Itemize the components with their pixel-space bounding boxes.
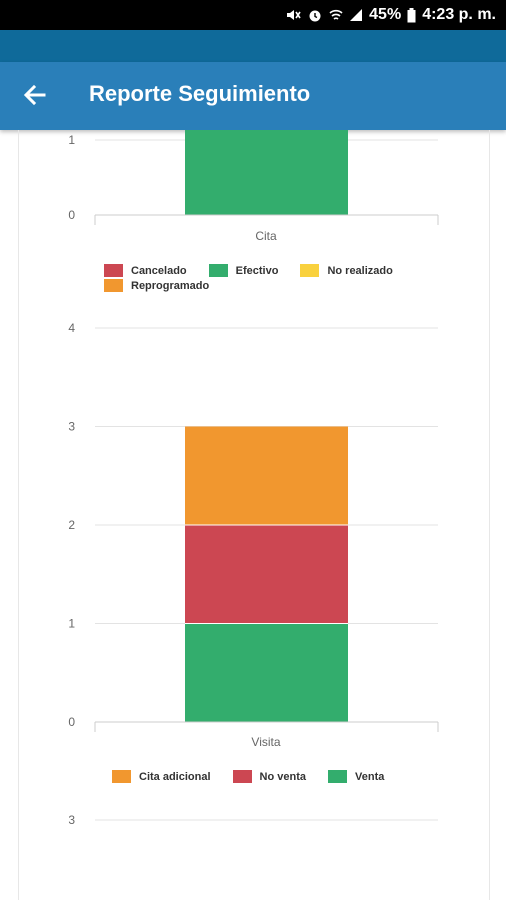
legend-item[interactable]: Efectivo	[208, 264, 279, 277]
y-tick-label: 1	[68, 133, 75, 147]
chart-visita: 0 1 2 3 4 Visita	[0, 320, 506, 750]
legend-item[interactable]: Venta	[328, 770, 384, 783]
signal-icon	[349, 8, 363, 22]
status-bar: 45% 4:23 p. m.	[0, 0, 506, 30]
y-tick-label: 3	[68, 813, 75, 827]
legend-label: No venta	[259, 770, 306, 783]
legend-swatch	[300, 264, 320, 277]
legend-swatch	[232, 770, 252, 783]
legend-label: Reprogramado	[131, 279, 210, 292]
bar-efectivo	[185, 130, 348, 215]
legend-item[interactable]: Cancelado	[104, 264, 187, 277]
x-category-label: Cita	[255, 229, 277, 243]
legend-label: No realizado	[327, 264, 393, 277]
alarm-icon	[307, 7, 323, 23]
report-content[interactable]: 0 1 Cita Cancelado Efectivo No realizado Repr…	[0, 130, 506, 900]
y-tick-label: 3	[68, 420, 75, 434]
bar-no-venta	[185, 525, 348, 624]
chart-cita: 0 1 Cita	[0, 130, 506, 245]
y-tick-label: 0	[68, 208, 75, 222]
bar-venta	[185, 623, 348, 722]
y-tick-label: 0	[68, 715, 75, 729]
status-icons: 45% 4:23 p. m.	[285, 0, 496, 30]
mute-icon	[285, 7, 301, 23]
y-tick-label: 4	[68, 321, 75, 335]
legend-swatch	[104, 279, 123, 292]
y-tick-label: 2	[68, 518, 75, 532]
legend-swatch	[104, 264, 123, 277]
y-tick-label: 1	[68, 617, 75, 631]
app-bar: Reporte Seguimiento	[0, 62, 506, 130]
report-card	[18, 130, 490, 900]
x-category-label: Visita	[251, 735, 280, 749]
legend-item[interactable]: No venta	[232, 770, 306, 783]
legend-label: Efectivo	[235, 264, 279, 277]
legend-label: Venta	[355, 770, 385, 783]
chart-third: 3	[0, 810, 506, 850]
battery-percent: 45%	[369, 6, 402, 23]
bar-cita-adicional	[185, 426, 348, 525]
top-strip	[0, 30, 506, 62]
battery-icon	[407, 7, 416, 23]
wifi-icon	[329, 7, 343, 23]
legend-label: Cancelado	[131, 264, 187, 277]
legend-swatch	[328, 770, 347, 783]
legend-cita: Cancelado Efectivo No realizado Reprogramad…	[104, 264, 444, 292]
clock: 4:23 p. m.	[422, 6, 496, 23]
legend-item[interactable]: No realizado	[300, 264, 393, 277]
legend-label: Cita adicional	[139, 770, 211, 783]
legend-item[interactable]: Cita adicional	[112, 770, 211, 783]
legend-item[interactable]: Reprogramado	[104, 279, 209, 292]
legend-swatch	[208, 264, 228, 277]
legend-swatch	[112, 770, 131, 783]
back-arrow-icon[interactable]	[22, 82, 48, 108]
page-title: Reporte Seguimiento	[89, 81, 311, 106]
legend-visita: Cita adicional No venta Venta	[112, 770, 442, 783]
